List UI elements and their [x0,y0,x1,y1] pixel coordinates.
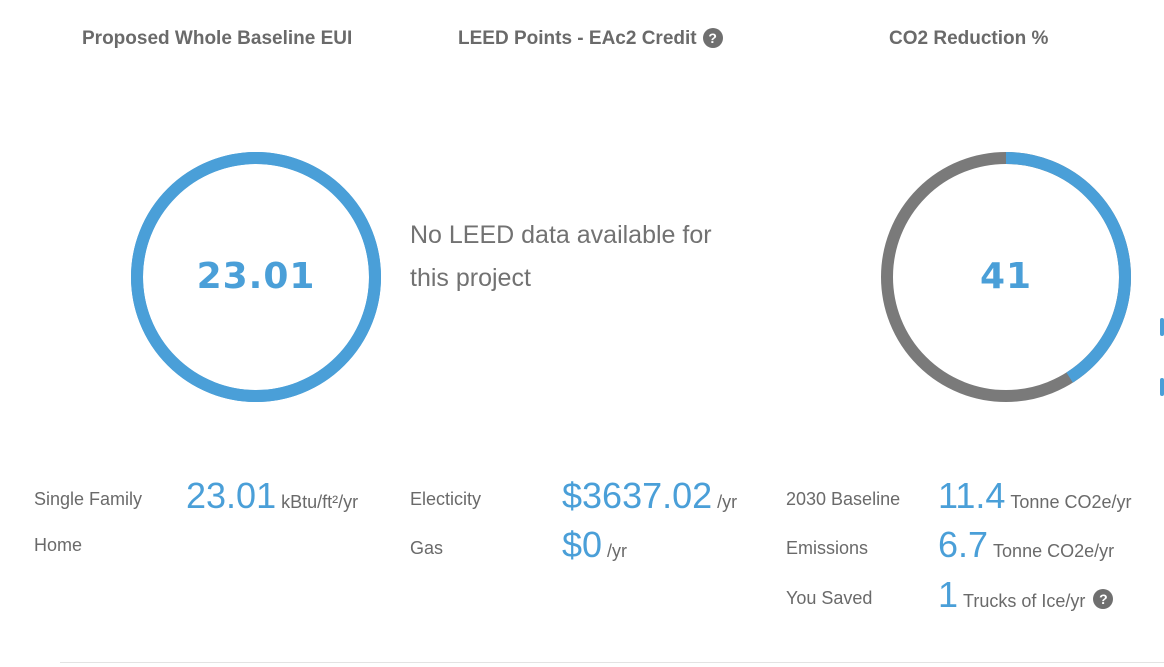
baseline-value: 11.4 [938,475,1006,516]
co2-gauge-value: 41 [979,256,1033,297]
eui-stat: 23.01 kBtu/ft²/yr [186,475,358,517]
eui-gauge-ring [131,152,381,402]
gas-unit: /yr [607,541,628,561]
eui-stat-unit: kBtu/ft²/yr [281,492,359,512]
baseline-unit: Tonne CO2e/yr [1010,492,1132,512]
emissions-stat: 6.7 Tonne CO2e/yr [938,524,1114,566]
building-type-label: Single Family [34,489,143,509]
question-icon[interactable]: ? [1093,589,1114,609]
eui-gauge-value: 23.01 [196,256,316,297]
offscreen-content-edge [1158,310,1164,410]
eui-stat-value: 23.01 [186,475,277,516]
co2-title: CO2 Reduction % [889,28,1049,49]
co2-gauge: 41 [879,150,1133,404]
electricity-label: Electicity [410,489,482,509]
electricity-stat: $3637.02/yr [562,475,737,517]
electricity-value: $3637.02 [562,475,713,516]
eui-gauge: 23.01 [129,150,383,404]
eui-title: Proposed Whole Baseline EUI [82,28,353,49]
saved-label: You Saved [786,588,873,608]
baseline-stat: 11.4 Tonne CO2e/yr [938,475,1131,517]
saved-value: 1 [938,574,959,615]
building-type-label-line2: Home [34,535,83,555]
leed-no-data-message: No LEED data available for this project [410,221,712,292]
saved-stat: 1 Trucks of Ice/yr? [938,574,1114,616]
leed-title-wrap: LEED Points - EAc2 Credit? [458,28,723,50]
co2-gauge-ring [881,152,1131,402]
gas-value: $0 [562,524,603,565]
gas-label: Gas [410,538,444,558]
saved-unit: Trucks of Ice/yr [963,591,1086,611]
divider [60,662,1164,663]
electricity-unit: /yr [717,492,738,512]
leed-title: LEED Points - EAc2 Credit [458,28,697,49]
emissions-value: 6.7 [938,524,989,565]
emissions-unit: Tonne CO2e/yr [993,541,1115,561]
gas-stat: $0/yr [562,524,627,566]
question-icon[interactable]: ? [702,28,723,48]
emissions-label: Emissions [786,538,869,558]
baseline-label: 2030 Baseline [786,489,901,509]
